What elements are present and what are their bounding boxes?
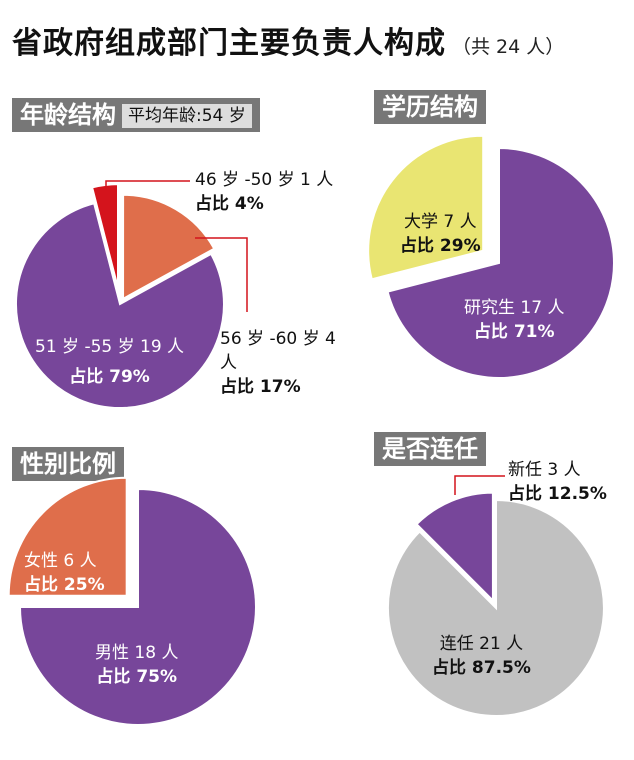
gender-chart-title: 性别比例 xyxy=(12,447,124,481)
term-slice-reappointed-text: 连任 21 人 xyxy=(439,634,524,654)
age-slice-51-55-text: 51 岁 -55 岁 19 人 xyxy=(35,337,185,357)
edu-slice-graduate-text: 研究生 17 人 xyxy=(464,298,565,318)
term-slice-new-text: 新任 3 人 xyxy=(508,460,581,480)
gender-slice-label-female: 女性 6 人 占比 25% xyxy=(24,549,105,597)
term-slice-new-pct: 占比 12.5% xyxy=(508,484,607,504)
age-leader-line-56-60 xyxy=(195,237,248,312)
gender-pie-slice-1 xyxy=(7,476,128,597)
age-pie-slice-2 xyxy=(122,193,216,301)
gender-slice-female-pct: 占比 25% xyxy=(24,575,105,595)
edu-slice-label-graduate: 研究生 17 人 占比 71% xyxy=(464,296,564,344)
age-slice-label-56-60: 56 岁 -60 岁 4 人 占比 17% xyxy=(220,327,340,399)
age-slice-label-51-55: 51 岁 -55 岁 19 人 占比 79% xyxy=(35,335,184,389)
gender-slice-label-male: 男性 18 人 占比 75% xyxy=(95,641,178,689)
age-chart-title-text: 年龄结构 xyxy=(20,101,116,129)
term-slice-label-reappointed: 连任 21 人 占比 87.5% xyxy=(432,632,531,680)
education-pie-slice-1 xyxy=(367,134,485,281)
edu-slice-graduate-pct: 占比 71% xyxy=(473,322,555,342)
gender-slice-male-text: 男性 18 人 xyxy=(95,643,179,663)
age-slice-label-46-50: 46 岁 -50 岁 1 人 占比 4% xyxy=(195,168,333,216)
age-slice-46-50-text: 46 岁 -50 岁 1 人 xyxy=(195,170,334,190)
age-slice-56-60-pct: 占比 17% xyxy=(220,377,301,397)
gender-pie-slice-0 xyxy=(18,487,257,726)
age-leader-line-46-50 xyxy=(105,180,190,186)
page-title-wrap: 省政府组成部门主要负责人构成 （共 24 人） xyxy=(12,18,564,62)
edu-slice-university-text: 大学 7 人 xyxy=(403,212,477,232)
page-title: 省政府组成部门主要负责人构成 xyxy=(12,26,446,61)
reappointment-pie-slice-0 xyxy=(386,498,605,717)
edu-slice-label-university: 大学 7 人 占比 29% xyxy=(400,210,481,258)
age-slice-51-55-pct: 占比 79% xyxy=(69,367,150,387)
age-chart-title: 年龄结构 平均年龄:54 岁 xyxy=(12,98,260,132)
education-chart-title: 学历结构 xyxy=(374,90,486,124)
gender-slice-female-text: 女性 6 人 xyxy=(24,551,97,571)
age-pie-slice-1 xyxy=(90,183,120,289)
reappointment-chart-title: 是否连任 xyxy=(374,432,486,466)
reappointment-pie-slice-1 xyxy=(415,491,494,604)
age-slice-46-50-pct: 占比 4% xyxy=(195,194,264,214)
page-subtitle: （共 24 人） xyxy=(452,36,565,58)
term-slice-label-new: 新任 3 人 占比 12.5% xyxy=(508,458,607,506)
gender-slice-male-pct: 占比 75% xyxy=(96,667,178,687)
edu-slice-university-pct: 占比 29% xyxy=(400,236,481,256)
education-pie-slice-0 xyxy=(386,146,615,379)
age-pie-slice-0 xyxy=(14,202,225,409)
term-slice-reappointed-pct: 占比 87.5% xyxy=(432,658,531,678)
term-leader-line-new xyxy=(454,475,505,495)
average-age-label: 平均年龄:54 岁 xyxy=(122,104,252,128)
age-slice-56-60-text: 56 岁 -60 岁 4 人 xyxy=(220,329,336,373)
